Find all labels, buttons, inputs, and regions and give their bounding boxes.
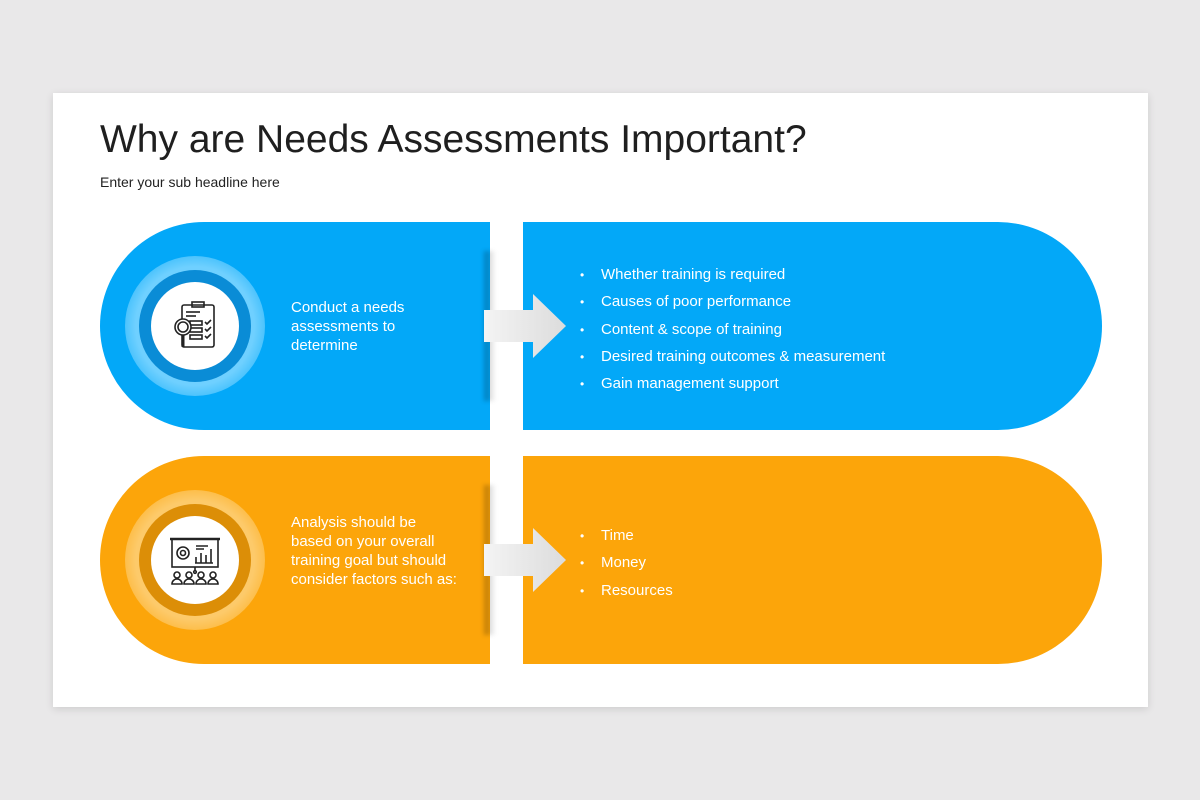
list-item: Content & scope of training (580, 316, 885, 343)
list-item: Time (580, 522, 673, 549)
row-1-description: Conduct a needs assessments to determine (291, 299, 405, 354)
list-item: Desired training outcomes & measurement (580, 343, 885, 370)
row-2-description: Analysis should be based on your overall… (291, 514, 457, 588)
page-title: Why are Needs Assessments Important? (100, 118, 807, 161)
icon-circle (125, 490, 265, 630)
list-item: Causes of poor performance (580, 288, 885, 315)
list-item: Resources (580, 577, 673, 604)
arrow-right-icon (484, 294, 566, 358)
arrow-right-icon (484, 528, 566, 592)
presentation-audience-icon (170, 537, 220, 585)
icon-circle (125, 256, 265, 396)
clipboard-magnifier-icon (174, 301, 215, 348)
list-item: Money (580, 549, 673, 576)
row-1-list: Whether training is required Causes of p… (580, 261, 885, 397)
row-2-list: Time Money Resources (580, 522, 673, 604)
subtitle: Enter your sub headline here (100, 174, 280, 190)
list-item: Gain management support (580, 370, 885, 397)
list-item: Whether training is required (580, 261, 885, 288)
